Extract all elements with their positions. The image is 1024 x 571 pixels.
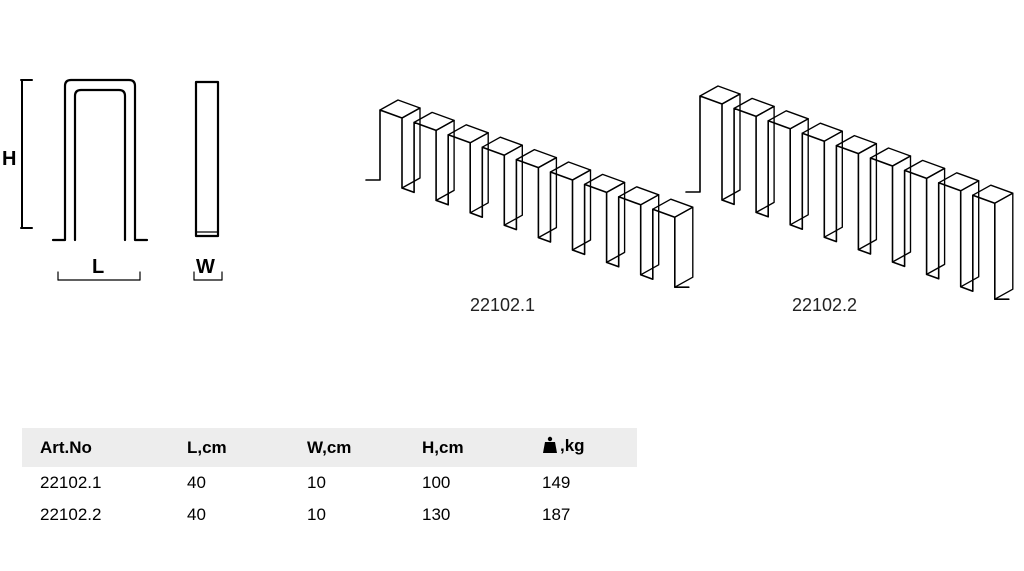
table-header-row: Art.NoL,cmW,cmH,cm,kg [22, 428, 637, 467]
table-row: 22102.14010100149 [22, 467, 637, 499]
col-0: Art.No [22, 428, 177, 467]
diagram-canvas [0, 0, 1024, 420]
table-row: 22102.24010130187 [22, 499, 637, 531]
col-4: ,kg [532, 428, 637, 467]
col-1: L,cm [177, 428, 297, 467]
col-2: W,cm [297, 428, 412, 467]
caption-1: 22102.1 [470, 295, 535, 316]
weight-icon [542, 436, 558, 459]
col-3: H,cm [412, 428, 532, 467]
caption-2: 22102.2 [792, 295, 857, 316]
spec-table: Art.NoL,cmW,cmH,cm,kg 22102.140101001492… [22, 428, 637, 531]
